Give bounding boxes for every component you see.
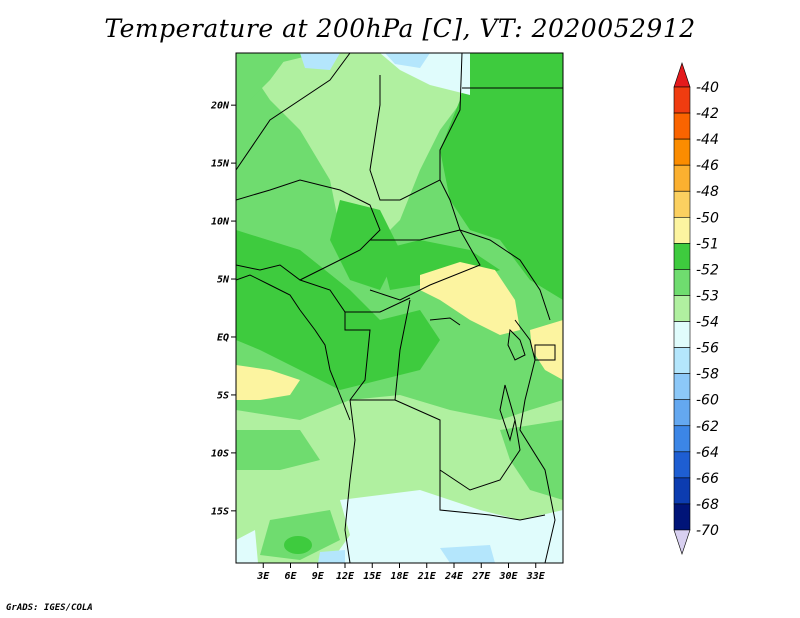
x-tick-label: 9E bbox=[312, 571, 325, 582]
x-tick-label: 3E bbox=[256, 571, 270, 582]
border-line bbox=[350, 299, 411, 401]
field-cyan-south bbox=[330, 490, 563, 563]
field-cyan-sw bbox=[236, 530, 258, 563]
field-blue-south2 bbox=[318, 550, 345, 563]
country-borders bbox=[236, 53, 563, 563]
x-tick-label: 18E bbox=[390, 571, 409, 582]
y-tick-label: 10S bbox=[211, 448, 229, 459]
field-light-north bbox=[250, 53, 470, 250]
colorbar-swatch bbox=[673, 269, 691, 296]
colorbar-label: -54 bbox=[696, 315, 719, 331]
colorbar-swatch bbox=[673, 243, 691, 270]
colorbar-label: -60 bbox=[696, 393, 719, 409]
x-tick-label: 21E bbox=[417, 571, 437, 582]
colorbar-swatch bbox=[673, 503, 691, 531]
field-mid-nw bbox=[236, 53, 290, 100]
x-tick-label: 12E bbox=[336, 571, 355, 582]
coastline bbox=[299, 309, 351, 421]
lake-outline bbox=[507, 328, 526, 361]
x-tick-label: 30E bbox=[498, 571, 518, 582]
colorbar-swatch bbox=[673, 321, 691, 348]
lake-outline bbox=[429, 317, 461, 326]
y-tick-label: 20N bbox=[210, 101, 230, 112]
x-axis: 3E 6E 9E 12E 15E 18E 21E 24E 27E 30E 33E bbox=[256, 563, 546, 582]
lake-outline bbox=[499, 384, 516, 442]
colorbar-label: -56 bbox=[696, 341, 719, 357]
border-line bbox=[369, 229, 481, 301]
colorbar-label: -51 bbox=[696, 236, 719, 252]
field-dark-ne bbox=[440, 53, 563, 300]
y-tick-label: 5S bbox=[217, 390, 229, 401]
border-line bbox=[439, 470, 546, 521]
colorbar-label: -40 bbox=[696, 80, 719, 96]
field-warm-east bbox=[420, 262, 520, 335]
colorbar-label: -46 bbox=[696, 158, 719, 174]
y-tick-label: 15N bbox=[211, 159, 230, 170]
x-tick-label: 33E bbox=[526, 571, 546, 582]
colorbar-label: -66 bbox=[696, 471, 719, 487]
colorbar-label: -50 bbox=[696, 210, 719, 226]
colorbar-label: -58 bbox=[696, 367, 719, 383]
colorbar-swatch bbox=[673, 425, 691, 453]
border-line bbox=[514, 319, 556, 563]
colorbar-swatch bbox=[673, 373, 691, 401]
colorbar-swatch bbox=[673, 138, 691, 166]
coastline bbox=[236, 274, 301, 311]
colorbar-label: -48 bbox=[696, 184, 719, 200]
chart-title: Temperature at 200hPa [C], VT: 202005291… bbox=[104, 14, 696, 43]
border-line bbox=[439, 179, 551, 321]
colorbar-bottom-arrow bbox=[673, 529, 691, 555]
border-line bbox=[344, 312, 371, 401]
colorbar-swatch bbox=[673, 451, 691, 479]
colorbar-swatch bbox=[673, 86, 691, 114]
field-mid-south bbox=[260, 510, 340, 560]
colorbar-swatch bbox=[673, 347, 691, 374]
colorbar-label: -62 bbox=[696, 419, 719, 435]
x-tick-label: 24E bbox=[444, 571, 464, 582]
colorbar-label: -68 bbox=[696, 497, 719, 513]
colorbar-swatch bbox=[673, 216, 691, 244]
y-tick-label: 10N bbox=[211, 217, 230, 228]
lake-outline bbox=[534, 344, 556, 361]
field-warm-west bbox=[236, 365, 300, 400]
y-tick-label: 15S bbox=[211, 506, 229, 517]
temperature-field bbox=[236, 53, 563, 563]
border-line bbox=[369, 53, 463, 201]
border-line bbox=[394, 399, 521, 491]
grads-credit: GrADS: IGES/COLA bbox=[6, 603, 93, 613]
field-blue-north2 bbox=[385, 53, 430, 68]
field-blue-south bbox=[440, 545, 495, 563]
x-tick-label: 27E bbox=[471, 571, 491, 582]
y-tick-label: 5N bbox=[217, 275, 230, 286]
field-warm-lakes bbox=[530, 320, 563, 380]
colorbar-label: -42 bbox=[696, 106, 719, 122]
colorbar-swatch bbox=[673, 164, 691, 192]
colorbar-label: -44 bbox=[696, 132, 719, 148]
colorbar-label: -64 bbox=[696, 445, 719, 461]
colorbar-swatch bbox=[673, 399, 691, 427]
y-tick-label: EQ bbox=[217, 332, 229, 343]
colorbar-label: -70 bbox=[696, 523, 719, 539]
colorbar-swatch bbox=[673, 190, 691, 218]
border-line bbox=[236, 53, 351, 171]
x-tick-label: 15E bbox=[363, 571, 382, 582]
colorbar-top-arrow bbox=[673, 62, 691, 88]
x-tick-label: 6E bbox=[284, 571, 297, 582]
field-mid-sw bbox=[236, 430, 320, 470]
colorbar-swatch bbox=[673, 477, 691, 505]
field-blue-north1 bbox=[300, 53, 340, 70]
field-dark-south bbox=[284, 536, 312, 554]
colorbar-label: -53 bbox=[696, 288, 719, 304]
border-line bbox=[344, 399, 356, 563]
colorbar: -40 -42 -44 -46 -48 -50 -51 -52 -53 -54 -56 -58 -60 -… bbox=[673, 62, 719, 555]
colorbar-label: -52 bbox=[696, 262, 719, 278]
colorbar-swatch bbox=[673, 112, 691, 140]
y-axis: 20N 15N 10N 5N EQ 5S 10S 15S bbox=[210, 101, 236, 517]
colorbar-swatch bbox=[673, 295, 691, 322]
